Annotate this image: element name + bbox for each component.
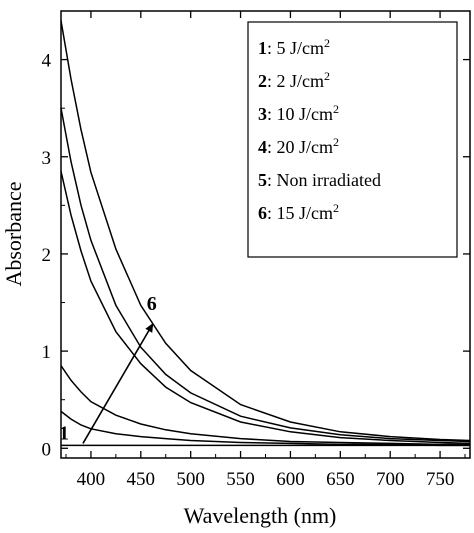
series-line-3 bbox=[60, 365, 470, 446]
legend-item-2: 2: 2 J/cm2 bbox=[258, 69, 330, 91]
x-tick-label: 500 bbox=[176, 469, 205, 490]
legend-item-superscript: 2 bbox=[324, 36, 330, 50]
legend-item-4: 4: 20 J/cm2 bbox=[258, 135, 339, 157]
trend-arrow bbox=[82, 323, 154, 444]
legend-item-number: 5 bbox=[258, 170, 267, 190]
x-ticks: 400 450 500 550 600 650 700 750 bbox=[65, 11, 466, 490]
x-tick-label: 450 bbox=[127, 469, 156, 490]
legend-item-label: : 5 J/cm bbox=[267, 38, 324, 58]
legend-item-number: 4 bbox=[258, 137, 267, 157]
arrow-start-label: 1 bbox=[59, 422, 69, 444]
arrow-end-label: 6 bbox=[147, 293, 157, 315]
legend-item-superscript: 2 bbox=[333, 201, 339, 215]
y-axis-label: Absorbance bbox=[1, 181, 26, 286]
legend-item-label: : 15 J/cm bbox=[267, 203, 333, 223]
x-tick-label: 550 bbox=[226, 469, 255, 490]
x-tick-label: 650 bbox=[326, 469, 355, 490]
y-tick-label: 4 bbox=[42, 51, 52, 72]
x-tick-label: 700 bbox=[376, 469, 405, 490]
series-line-4 bbox=[60, 171, 471, 445]
legend-item-number: 2 bbox=[258, 71, 267, 91]
series-line-2 bbox=[60, 410, 470, 447]
legend-item-superscript: 2 bbox=[324, 69, 330, 83]
legend-box bbox=[247, 21, 458, 258]
y-tick-label: 3 bbox=[42, 148, 52, 169]
y-tick-label: 0 bbox=[42, 439, 52, 460]
x-axis-label: Wavelength (nm) bbox=[184, 503, 337, 528]
legend-item-3: 3: 10 J/cm2 bbox=[258, 102, 339, 124]
legend-item-6: 6: 15 J/cm2 bbox=[258, 201, 339, 223]
legend-item-5: 5: Non irradiated bbox=[258, 170, 381, 190]
legend-item-superscript: 2 bbox=[333, 102, 339, 116]
legend-item-label: : 20 J/cm bbox=[267, 137, 333, 157]
legend-item-number: 1 bbox=[258, 38, 267, 58]
legend-item-1: 1: 5 J/cm2 bbox=[258, 36, 330, 58]
x-tick-label: 600 bbox=[276, 469, 305, 490]
x-tick-label: 750 bbox=[426, 469, 455, 490]
legend-item-superscript: 2 bbox=[333, 135, 339, 149]
series-line-6 bbox=[60, 20, 471, 442]
plot-lines bbox=[60, 20, 471, 447]
legend-item-label: : 10 J/cm bbox=[267, 104, 333, 124]
y-tick-label: 2 bbox=[42, 245, 52, 266]
arrow-group: 1 6 bbox=[59, 293, 157, 445]
y-tick-label: 1 bbox=[42, 342, 52, 363]
legend-item-label: : 2 J/cm bbox=[267, 71, 324, 91]
x-tick-label: 400 bbox=[77, 469, 106, 490]
legend-item-number: 6 bbox=[258, 203, 267, 223]
legend-item-label: : Non irradiated bbox=[267, 170, 381, 190]
series-line-5 bbox=[60, 108, 471, 443]
legend-item-number: 3 bbox=[258, 104, 267, 124]
